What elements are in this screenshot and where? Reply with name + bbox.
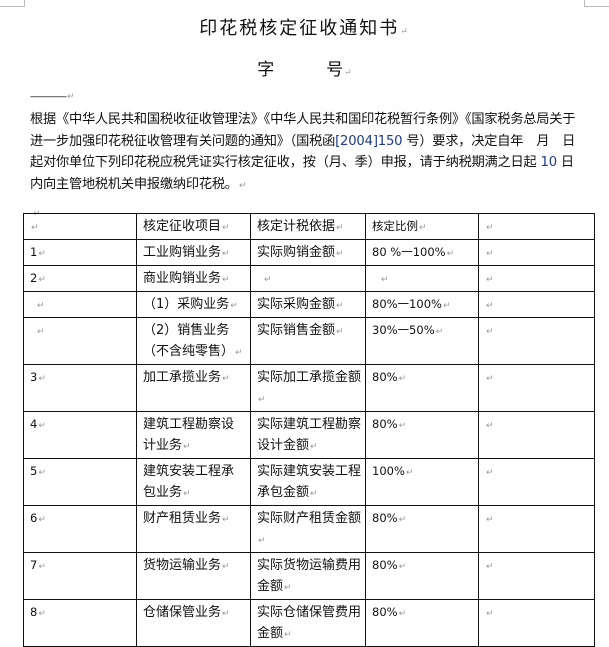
table-cell: 4 xyxy=(23,411,137,459)
table-cell: 80 %一100% xyxy=(365,239,479,266)
header-cell xyxy=(478,213,595,240)
table-cell: 实际销售金额 xyxy=(250,317,366,365)
table-cell: 实际建筑工程勘察设计金额 xyxy=(250,411,366,459)
table-cell xyxy=(23,317,137,365)
table-cell xyxy=(23,291,137,318)
table-cell: 100% xyxy=(365,458,479,506)
table-cell: 80% xyxy=(365,505,479,553)
table-cell: 8 xyxy=(23,599,137,647)
table-cell: 80% xyxy=(365,411,479,459)
table-cell: 建筑工程勘察设计业务 xyxy=(136,411,251,459)
table-cell: 实际采购金额 xyxy=(250,291,366,318)
page-corner-mark xyxy=(584,0,609,7)
table-cell: 80% xyxy=(365,552,479,600)
table-row: 7货物运输业务实际货物运输费用金额80% xyxy=(23,552,595,600)
table-cell xyxy=(250,265,366,292)
table-cell: 实际仓储保管费用金额 xyxy=(250,599,366,647)
table-row: 8仓储保管业务实际仓储保管费用金额80% xyxy=(23,599,595,647)
table-cell: 建筑安装工程承包业务 xyxy=(136,458,251,506)
table-cell: 3 xyxy=(23,364,137,412)
table-cell xyxy=(478,505,595,553)
table-cell xyxy=(478,364,595,412)
table-cell: 商业购销业务 xyxy=(136,265,251,292)
table-cell: 80% xyxy=(365,599,479,647)
table-cell xyxy=(365,265,479,292)
number-prefix: 字 xyxy=(257,60,275,80)
table-cell: 2 xyxy=(23,265,137,292)
table-cell xyxy=(478,291,595,318)
days-number: 10 xyxy=(540,155,558,171)
table-cell: 仓储保管业务 xyxy=(136,599,251,647)
table-cell xyxy=(478,265,595,292)
table-cell: 实际加工承揽金额 xyxy=(250,364,366,412)
table-cell: 货物运输业务 xyxy=(136,552,251,600)
table-cell: 7 xyxy=(23,552,137,600)
notice-paragraph: 根据《中华人民共和国税收征收管理法》《中华人民共和国印花税暂行条例》《国家税务总… xyxy=(30,109,585,197)
table-cell xyxy=(478,599,595,647)
table-header-row: 核定征收项目核定计税依据核定比例 xyxy=(23,213,595,240)
table-row: 4建筑工程勘察设计业务实际建筑工程勘察设计金额80% xyxy=(23,411,595,459)
page-corner-mark xyxy=(0,0,25,7)
table-cell: 实际财产租赁金额 xyxy=(250,505,366,553)
table-cell: 6 xyxy=(23,505,137,553)
table-cell xyxy=(478,317,595,365)
table-cell: 1 xyxy=(23,239,137,266)
table-cell: 5 xyxy=(23,458,137,506)
header-cell: 核定计税依据 xyxy=(250,213,366,240)
table-cell xyxy=(478,239,595,266)
table-cell xyxy=(478,458,595,506)
table-cell: （2）销售业务（不含纯零售） xyxy=(136,317,251,365)
table-cell xyxy=(478,552,595,600)
table-cell: 加工承揽业务 xyxy=(136,364,251,412)
table-cell: 80%一100% xyxy=(365,291,479,318)
table-row: （2）销售业务（不含纯零售）实际销售金额30%一50% xyxy=(23,317,595,365)
number-suffix: 号 xyxy=(326,60,352,80)
table-row: 1工业购销业务实际购销金额80 %一100% xyxy=(23,239,595,266)
table-cell: 工业购销业务 xyxy=(136,239,251,266)
table-cell: 30%一50% xyxy=(365,317,479,365)
table-cell: （1）采购业务 xyxy=(136,291,251,318)
document-title: 印花税核定征收通知书 xyxy=(0,14,609,40)
table-row: 3加工承揽业务实际加工承揽金额80% xyxy=(23,364,595,412)
table-cell: 实际购销金额 xyxy=(250,239,366,266)
table-cell: 实际建筑安装工程承包金额 xyxy=(250,458,366,506)
document-number-line: 字号 xyxy=(0,55,609,80)
doc-number: [2004]150 xyxy=(335,133,403,149)
dash-line: ---------------- xyxy=(30,92,74,102)
header-cell: 核定征收项目 xyxy=(136,213,251,240)
table-cell: 80% xyxy=(365,364,479,412)
table-row: 5建筑安装工程承包业务实际建筑安装工程承包金额100% xyxy=(23,458,595,506)
header-cell: 核定比例 xyxy=(365,213,479,240)
table-cell xyxy=(478,411,595,459)
table-row: （1）采购业务实际采购金额80%一100% xyxy=(23,291,595,318)
table-cell: 实际货物运输费用金额 xyxy=(250,552,366,600)
header-cell xyxy=(23,213,137,240)
tax-table: 核定征收项目核定计税依据核定比例1工业购销业务实际购销金额80 %一100%2商… xyxy=(23,213,595,647)
table-row: 6财产租赁业务实际财产租赁金额80% xyxy=(23,505,595,553)
table-cell: 财产租赁业务 xyxy=(136,505,251,553)
table-row: 2商业购销业务 xyxy=(23,265,595,292)
